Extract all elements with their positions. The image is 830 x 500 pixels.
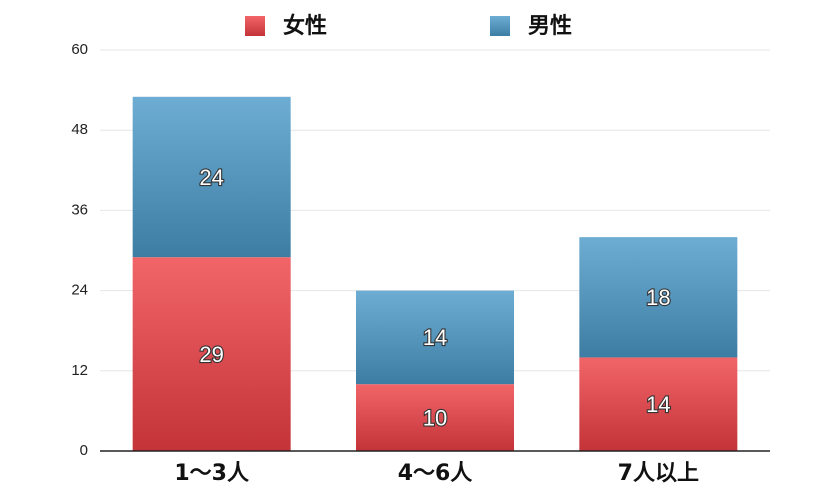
- data-label: 14: [646, 392, 670, 417]
- bar-segment: [356, 384, 514, 451]
- data-label: 29: [199, 342, 223, 367]
- y-tick-label: 48: [71, 121, 88, 138]
- bar-segment: [579, 237, 738, 358]
- y-tick-label: 60: [71, 41, 88, 58]
- y-tick-label: 0: [80, 442, 88, 459]
- legend-label: 女性: [283, 13, 327, 39]
- bar-segment: [132, 257, 291, 451]
- legend-label: 男性: [528, 14, 572, 39]
- bar-segment: [132, 96, 291, 258]
- data-label: 24: [199, 165, 223, 190]
- data-label: 14: [423, 325, 447, 350]
- legend-swatch: [245, 16, 265, 36]
- data-label: 18: [646, 285, 670, 310]
- y-tick-label: 12: [71, 362, 88, 379]
- y-tick-label: 24: [71, 282, 88, 299]
- y-tick-label: 36: [71, 201, 88, 218]
- x-tick-label: 4〜6人: [398, 461, 473, 486]
- x-tick-label: 7人以上: [618, 461, 699, 486]
- data-label: 10: [423, 405, 447, 430]
- x-tick-label: 1〜3人: [174, 461, 249, 486]
- bar-segment: [579, 357, 738, 451]
- legend-swatch: [490, 16, 510, 36]
- bar-segment: [356, 290, 514, 385]
